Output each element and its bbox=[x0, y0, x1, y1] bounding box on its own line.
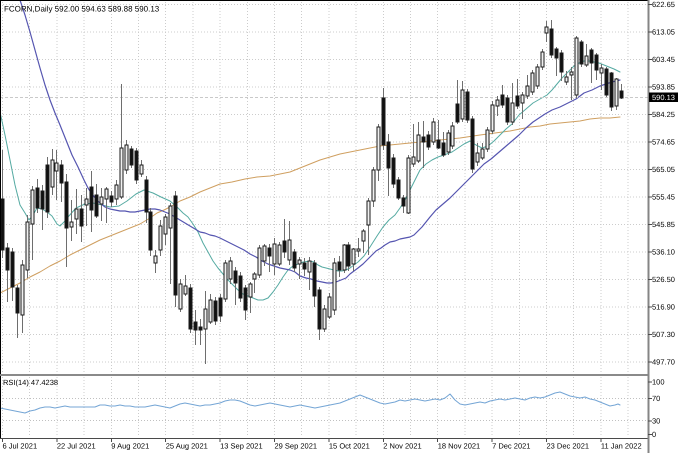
svg-text:545.85: 545.85 bbox=[652, 220, 675, 229]
svg-text:584.25: 584.25 bbox=[652, 110, 675, 119]
svg-text:526.50: 526.50 bbox=[652, 275, 675, 284]
svg-text:30: 30 bbox=[652, 417, 660, 426]
svg-text:555.45: 555.45 bbox=[652, 193, 675, 202]
svg-text:536.10: 536.10 bbox=[652, 248, 675, 257]
svg-text:2 Nov 2021: 2 Nov 2021 bbox=[383, 442, 421, 451]
svg-text:11 Jan 2022: 11 Jan 2022 bbox=[601, 442, 642, 451]
svg-text:13 Sep 2021: 13 Sep 2021 bbox=[220, 442, 263, 451]
svg-text:15 Oct 2021: 15 Oct 2021 bbox=[329, 442, 370, 451]
svg-text:622.65: 622.65 bbox=[652, 0, 675, 9]
svg-text:23 Dec 2021: 23 Dec 2021 bbox=[547, 442, 590, 451]
svg-text:29 Sep 2021: 29 Sep 2021 bbox=[275, 442, 318, 451]
svg-text:18 Nov 2021: 18 Nov 2021 bbox=[438, 442, 481, 451]
svg-text:7 Dec 2021: 7 Dec 2021 bbox=[492, 442, 530, 451]
svg-text:6 Jul 2021: 6 Jul 2021 bbox=[3, 442, 38, 451]
svg-text:565.05: 565.05 bbox=[652, 165, 675, 174]
svg-text:70: 70 bbox=[652, 394, 660, 403]
svg-text:613.05: 613.05 bbox=[652, 28, 675, 37]
svg-text:FCORN,Daily 592.00 594.63 589: FCORN,Daily 592.00 594.63 589.88 590.13 bbox=[4, 5, 160, 14]
svg-text:100: 100 bbox=[652, 378, 665, 387]
svg-text:22 Jul 2021: 22 Jul 2021 bbox=[57, 442, 96, 451]
svg-text:9 Aug 2021: 9 Aug 2021 bbox=[111, 442, 149, 451]
svg-text:603.45: 603.45 bbox=[652, 55, 675, 64]
svg-text:RSI(14) 47.4238: RSI(14) 47.4238 bbox=[3, 378, 58, 387]
svg-text:507.30: 507.30 bbox=[652, 330, 675, 339]
svg-text:593.85: 593.85 bbox=[652, 83, 675, 92]
svg-text:590.13: 590.13 bbox=[652, 93, 675, 102]
svg-text:497.70: 497.70 bbox=[652, 358, 675, 367]
svg-text:516.90: 516.90 bbox=[652, 303, 675, 312]
svg-text:574.65: 574.65 bbox=[652, 138, 675, 147]
svg-text:25 Aug 2021: 25 Aug 2021 bbox=[166, 442, 208, 451]
svg-text:0: 0 bbox=[652, 430, 656, 439]
